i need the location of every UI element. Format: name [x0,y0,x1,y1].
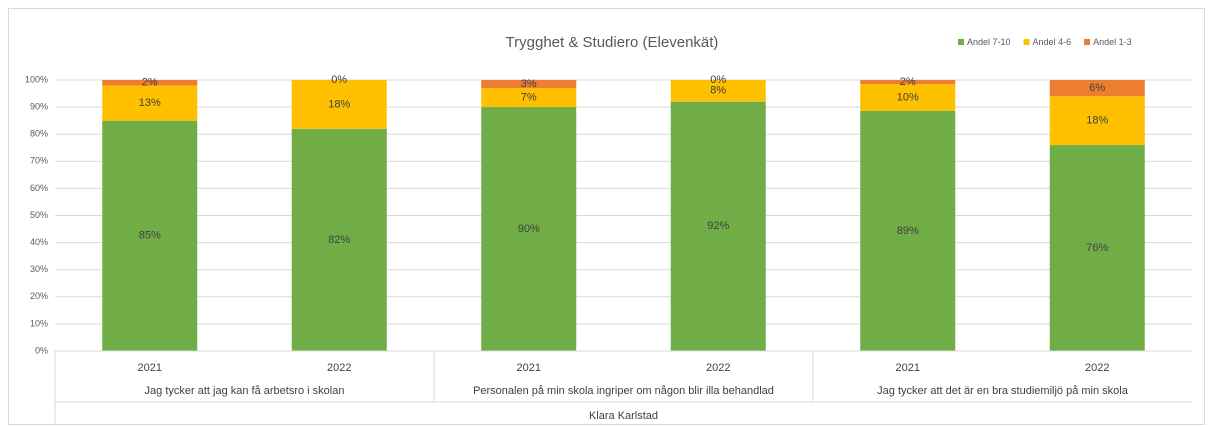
legend-label: Andel 1-3 [1093,37,1132,47]
chart-title: Trygghet & Studiero (Elevenkät) [506,34,719,51]
legend-swatch [958,39,964,45]
data-label: 8% [710,85,726,97]
bar-segment [291,80,387,129]
bar-segment [481,88,577,108]
bar-segment [291,128,387,351]
data-label: 6% [1089,82,1105,94]
y-tick-label: 60% [30,183,48,193]
data-label: 3% [521,78,537,90]
y-tick-label: 10% [30,318,48,328]
bar-segment [1049,80,1145,97]
bar-segment [860,84,956,111]
y-tick-label: 80% [30,129,48,139]
legend-swatch [1084,39,1091,45]
data-label: 18% [1086,115,1108,127]
y-tick-label: 50% [30,210,48,220]
x-tick-label: 2021 [896,362,920,374]
x-tick-label: 2021 [138,362,162,374]
x-tick-label: 2022 [327,362,351,374]
bar-segment [102,80,198,86]
bar-segment [481,80,577,89]
data-label: 90% [518,223,540,235]
bar-segment [860,110,956,351]
x-tick-label: 2022 [706,362,730,374]
data-label: 0% [710,74,726,86]
bar-segment [670,80,766,102]
data-label: 13% [139,97,161,109]
data-label: 82% [328,234,350,246]
chart-frame [8,8,1205,425]
y-tick-label: 40% [30,237,48,247]
y-tick-label: 30% [30,264,48,274]
y-tick-label: 90% [30,101,48,111]
data-label: 7% [521,92,537,104]
y-tick-label: 0% [35,345,48,355]
data-label: 2% [900,76,916,88]
data-label: 89% [897,225,919,237]
y-tick-label: 100% [25,74,48,84]
data-label: 92% [707,220,729,232]
bar-segment [481,107,577,351]
y-tick-label: 20% [30,291,48,301]
data-label: 76% [1086,242,1108,254]
x-tick-label: 2022 [1085,362,1109,374]
data-label: 85% [139,230,161,242]
group-label: Jag tycker att jag kan få arbetsro i sko… [145,385,345,397]
bar-segment [102,120,198,352]
bar-segment [1049,96,1145,146]
group-label: Jag tycker att det är en bra studiemiljö… [877,385,1129,397]
data-label: 0% [331,74,347,86]
legend-label: Andel 4-6 [1033,37,1072,47]
bar-segment [1049,145,1145,351]
data-label: 18% [328,98,350,110]
x-tick-label: 2021 [517,362,541,374]
data-label: 10% [897,91,919,103]
group-label: Personalen på min skola ingriper om någo… [473,385,774,397]
super-category-label: Klara Karlstad [589,410,658,422]
bar-segment [670,101,766,352]
legend-label: Andel 7-10 [967,37,1011,47]
bar-segment [860,80,956,85]
data-label: 2% [142,77,158,89]
legend-swatch [1023,39,1030,45]
bar-segment [102,85,198,121]
y-tick-label: 70% [30,156,48,166]
